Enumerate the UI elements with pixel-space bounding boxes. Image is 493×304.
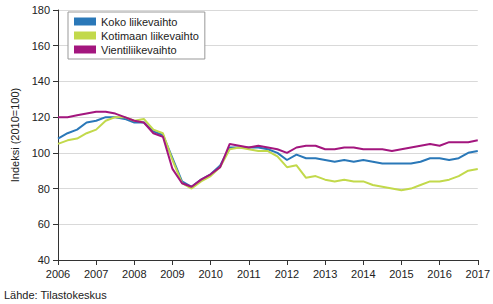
svg-text:2017: 2017 — [466, 268, 490, 280]
svg-text:2011: 2011 — [237, 268, 261, 280]
svg-text:Vientiliikevaihto: Vientiliikevaihto — [101, 44, 177, 56]
svg-text:Kotimaan liikevaihto: Kotimaan liikevaihto — [101, 30, 199, 42]
svg-text:2014: 2014 — [351, 268, 375, 280]
svg-text:2012: 2012 — [275, 268, 299, 280]
svg-text:2009: 2009 — [160, 268, 184, 280]
svg-text:80: 80 — [38, 183, 50, 195]
svg-text:Lähde: Tilastokeskus: Lähde: Tilastokeskus — [4, 289, 107, 301]
svg-text:40: 40 — [38, 254, 50, 266]
svg-text:2015: 2015 — [389, 268, 413, 280]
svg-text:180: 180 — [32, 4, 50, 16]
svg-text:2010: 2010 — [198, 268, 222, 280]
svg-text:140: 140 — [32, 75, 50, 87]
svg-text:2007: 2007 — [84, 268, 108, 280]
svg-text:120: 120 — [32, 111, 50, 123]
svg-text:2013: 2013 — [313, 268, 337, 280]
svg-text:2016: 2016 — [427, 268, 451, 280]
svg-text:160: 160 — [32, 40, 50, 52]
svg-text:Indeksi (2010=100): Indeksi (2010=100) — [9, 88, 21, 182]
svg-text:2008: 2008 — [122, 268, 146, 280]
svg-text:60: 60 — [38, 218, 50, 230]
svg-text:100: 100 — [32, 147, 50, 159]
svg-text:2006: 2006 — [46, 268, 70, 280]
svg-text:Koko liikevaihto: Koko liikevaihto — [101, 16, 177, 28]
